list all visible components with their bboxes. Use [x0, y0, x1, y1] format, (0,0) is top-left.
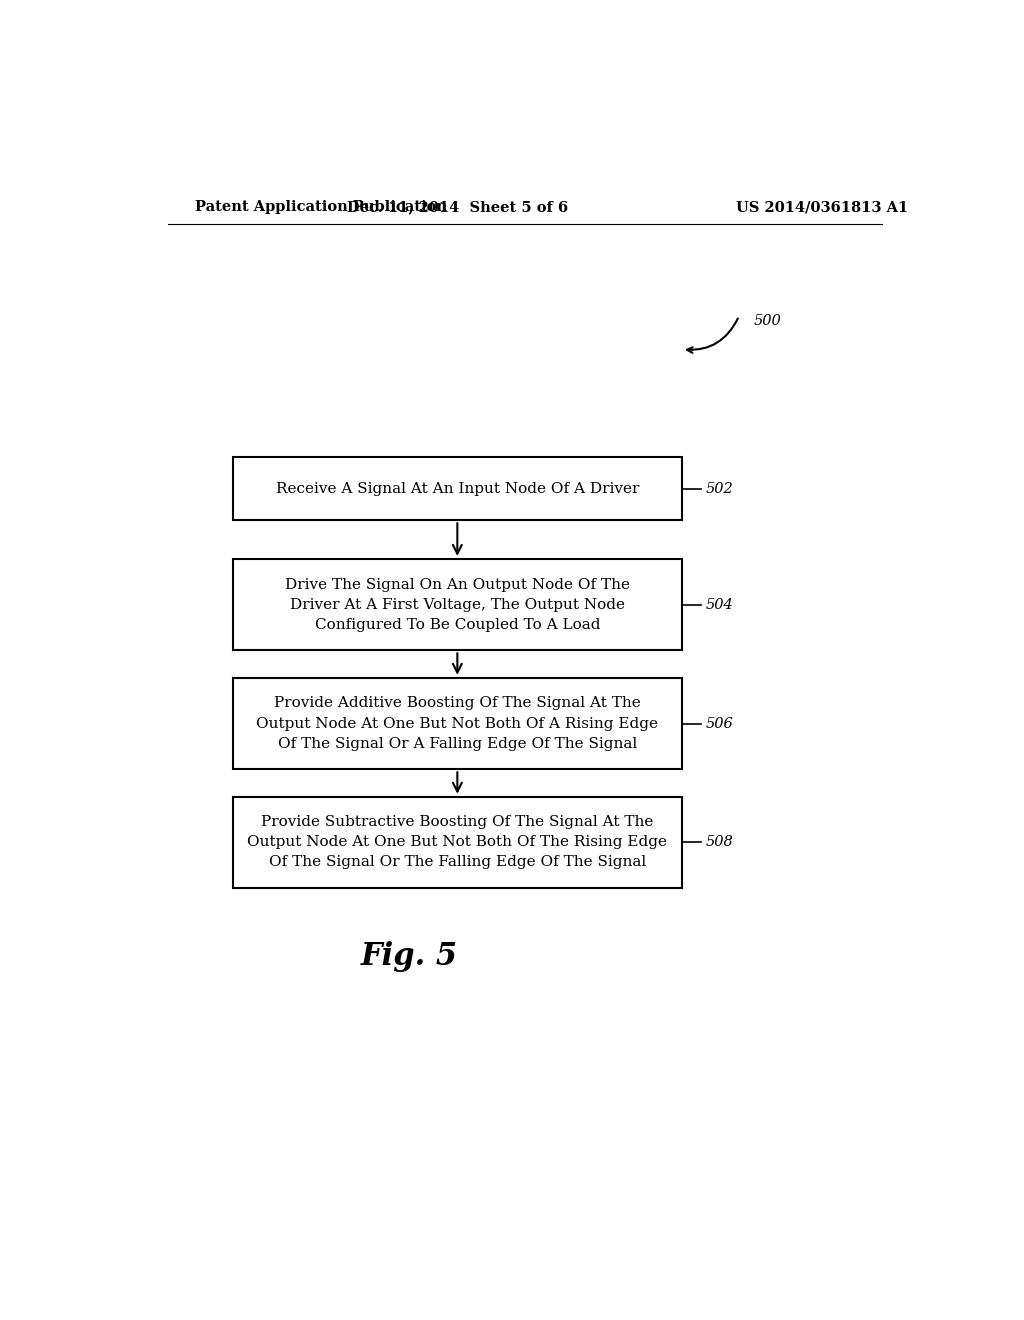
FancyBboxPatch shape — [233, 797, 682, 888]
Text: 506: 506 — [706, 717, 733, 730]
Text: 504: 504 — [706, 598, 733, 611]
FancyBboxPatch shape — [233, 457, 682, 520]
Text: US 2014/0361813 A1: US 2014/0361813 A1 — [736, 201, 908, 214]
Text: Fig. 5: Fig. 5 — [361, 941, 459, 972]
Text: 500: 500 — [754, 314, 781, 329]
Text: Dec. 11, 2014  Sheet 5 of 6: Dec. 11, 2014 Sheet 5 of 6 — [347, 201, 568, 214]
Text: Patent Application Publication: Patent Application Publication — [196, 201, 447, 214]
Text: Provide Additive Boosting Of The Signal At The
Output Node At One But Not Both O: Provide Additive Boosting Of The Signal … — [256, 697, 658, 751]
Text: Drive The Signal On An Output Node Of The
Driver At A First Voltage, The Output : Drive The Signal On An Output Node Of Th… — [285, 578, 630, 632]
Text: 502: 502 — [706, 482, 733, 496]
Text: Provide Subtractive Boosting Of The Signal At The
Output Node At One But Not Bot: Provide Subtractive Boosting Of The Sign… — [248, 816, 668, 870]
FancyBboxPatch shape — [233, 558, 682, 651]
Text: 508: 508 — [706, 836, 733, 850]
FancyBboxPatch shape — [233, 677, 682, 770]
Text: Receive A Signal At An Input Node Of A Driver: Receive A Signal At An Input Node Of A D… — [275, 482, 639, 496]
